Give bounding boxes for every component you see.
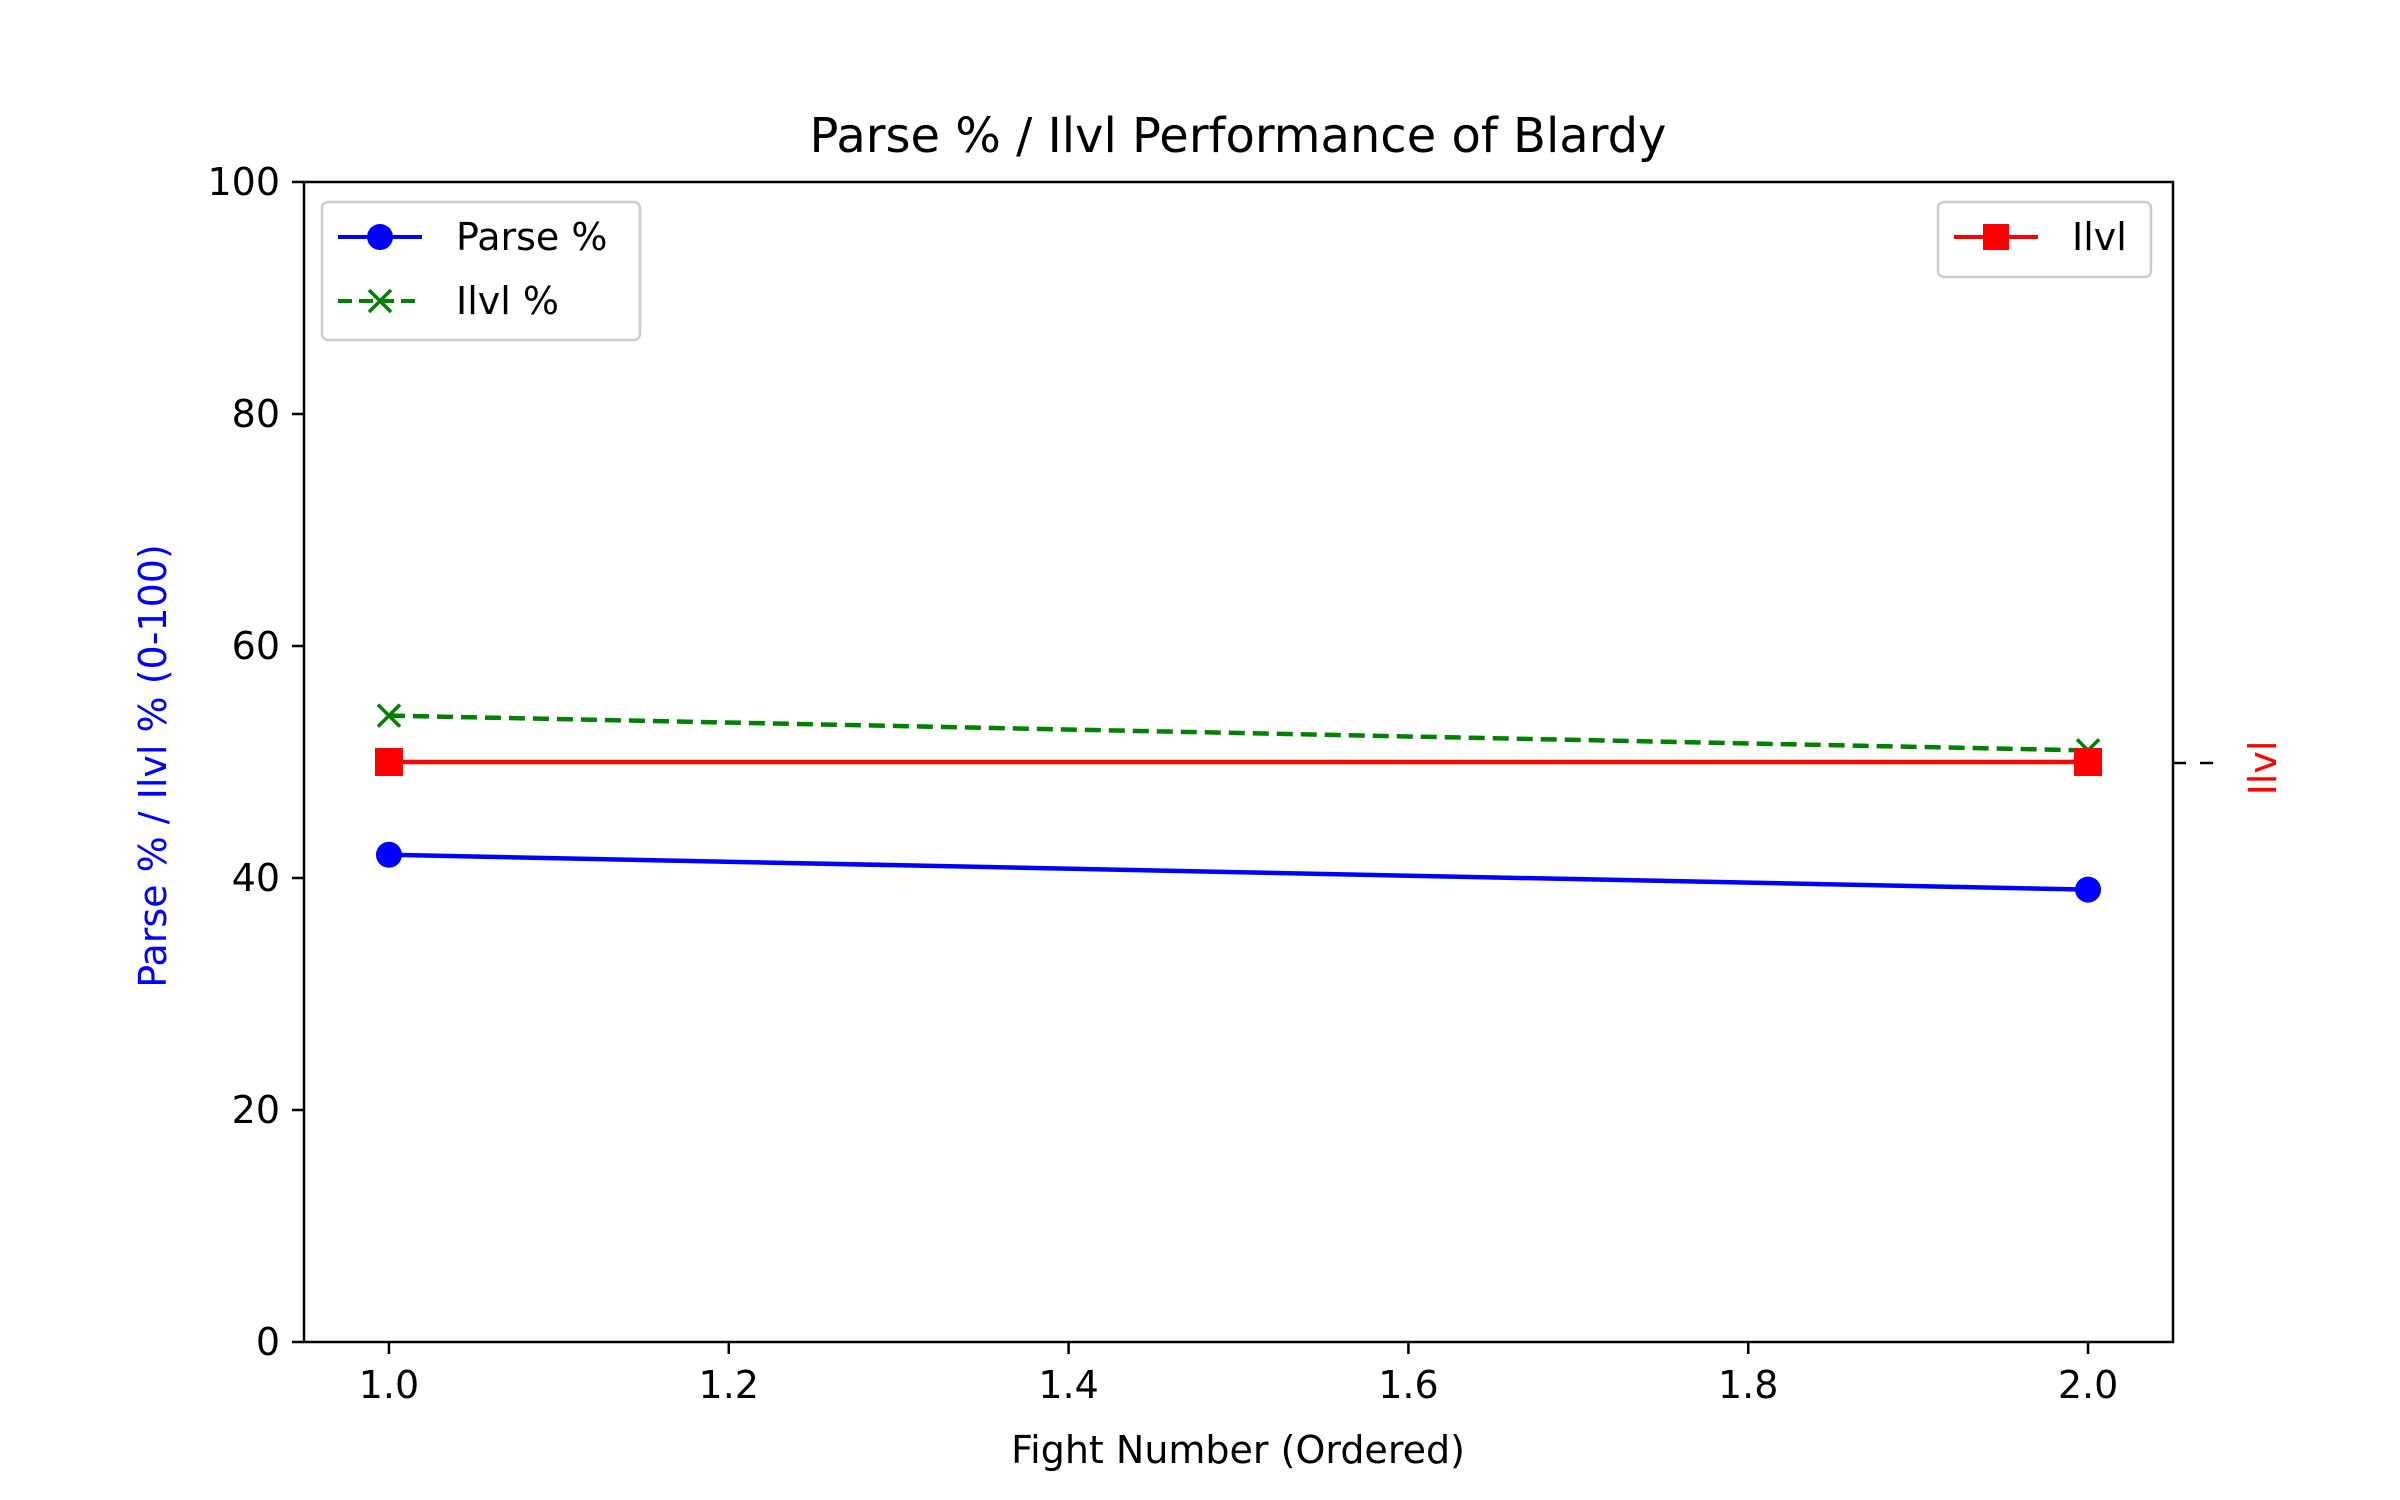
y-axis: 0 20 40 60 80 100 bbox=[207, 160, 304, 1364]
legend-ilvl-label: Ilvl bbox=[2072, 215, 2127, 259]
legend-parse-marker bbox=[367, 224, 393, 250]
legend-parse-label: Parse % bbox=[456, 215, 607, 259]
x-tick-label-1: 1.2 bbox=[699, 1363, 759, 1407]
series-layer bbox=[374, 703, 2103, 903]
x-tick-label-0: 1.0 bbox=[359, 1363, 419, 1407]
x-tick-label-3: 1.6 bbox=[1378, 1363, 1438, 1407]
legend-ilvl-marker bbox=[1983, 224, 2009, 250]
series-0-point-0 bbox=[375, 841, 402, 868]
y-axis-label: Parse % / Ilvl % (0-100) bbox=[131, 544, 175, 988]
y-tick-label-1: 20 bbox=[232, 1088, 280, 1132]
series-0-point-1 bbox=[2075, 876, 2102, 903]
x-tick-label-2: 1.4 bbox=[1038, 1363, 1098, 1407]
y-axis-right-label: Ilvl bbox=[2241, 741, 2285, 796]
series-1-point-0 bbox=[376, 703, 402, 728]
legend-left: Parse % Ilvl % bbox=[320, 200, 642, 342]
y-tick-label-2: 40 bbox=[232, 856, 280, 900]
legend-right: Ilvl bbox=[1936, 200, 2153, 279]
legend-ilvlpct-marker bbox=[367, 288, 393, 314]
series-line-1 bbox=[388, 713, 2089, 753]
x-tick-label-4: 1.8 bbox=[1718, 1363, 1778, 1407]
x-axis-label: Fight Number (Ordered) bbox=[1011, 1428, 1465, 1472]
series-2-point-1 bbox=[2074, 748, 2103, 776]
legend-right-box bbox=[1936, 200, 2153, 279]
x-axis: 1.0 1.2 1.4 1.6 1.8 2.0 bbox=[359, 1342, 2118, 1407]
y-tick-label-0: 0 bbox=[256, 1320, 280, 1364]
x-tick-label-5: 2.0 bbox=[2058, 1363, 2118, 1407]
y-tick-label-4: 80 bbox=[232, 392, 280, 436]
series-line-0 bbox=[388, 852, 2089, 892]
legend-ilvlpct-label: Ilvl % bbox=[456, 279, 559, 323]
series-2-point-0 bbox=[374, 748, 403, 776]
y-tick-label-5: 100 bbox=[207, 160, 280, 204]
y-tick-label-3: 60 bbox=[232, 624, 280, 668]
chart-title: Parse % / Ilvl Performance of Blardy bbox=[810, 108, 1667, 164]
